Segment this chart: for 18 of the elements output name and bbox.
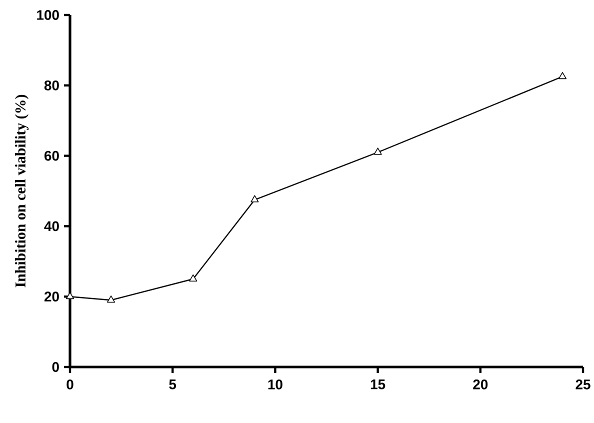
y-tick-label: 0: [52, 362, 59, 372]
point: [250, 195, 259, 202]
x-tick-label: 10: [268, 380, 282, 390]
x-tick-label: 20: [473, 380, 488, 390]
point: [107, 296, 116, 303]
x-tick-label: 0: [66, 380, 74, 390]
point: [189, 274, 198, 282]
y-tick-label: 80: [44, 80, 59, 90]
x-tick-label: 15: [370, 380, 386, 390]
x-tick-label: 5: [169, 380, 176, 390]
y-tick-label: 60: [44, 150, 59, 161]
point: [374, 148, 382, 155]
x-tick-label: 25: [576, 380, 590, 390]
y-tick-label: 100: [37, 10, 59, 20]
point: [558, 72, 567, 80]
y-axis-title: Inhibition on cell viability (%): [14, 94, 29, 288]
y-tick-label: 40: [44, 221, 59, 232]
y-tick-label: 20: [44, 292, 59, 302]
